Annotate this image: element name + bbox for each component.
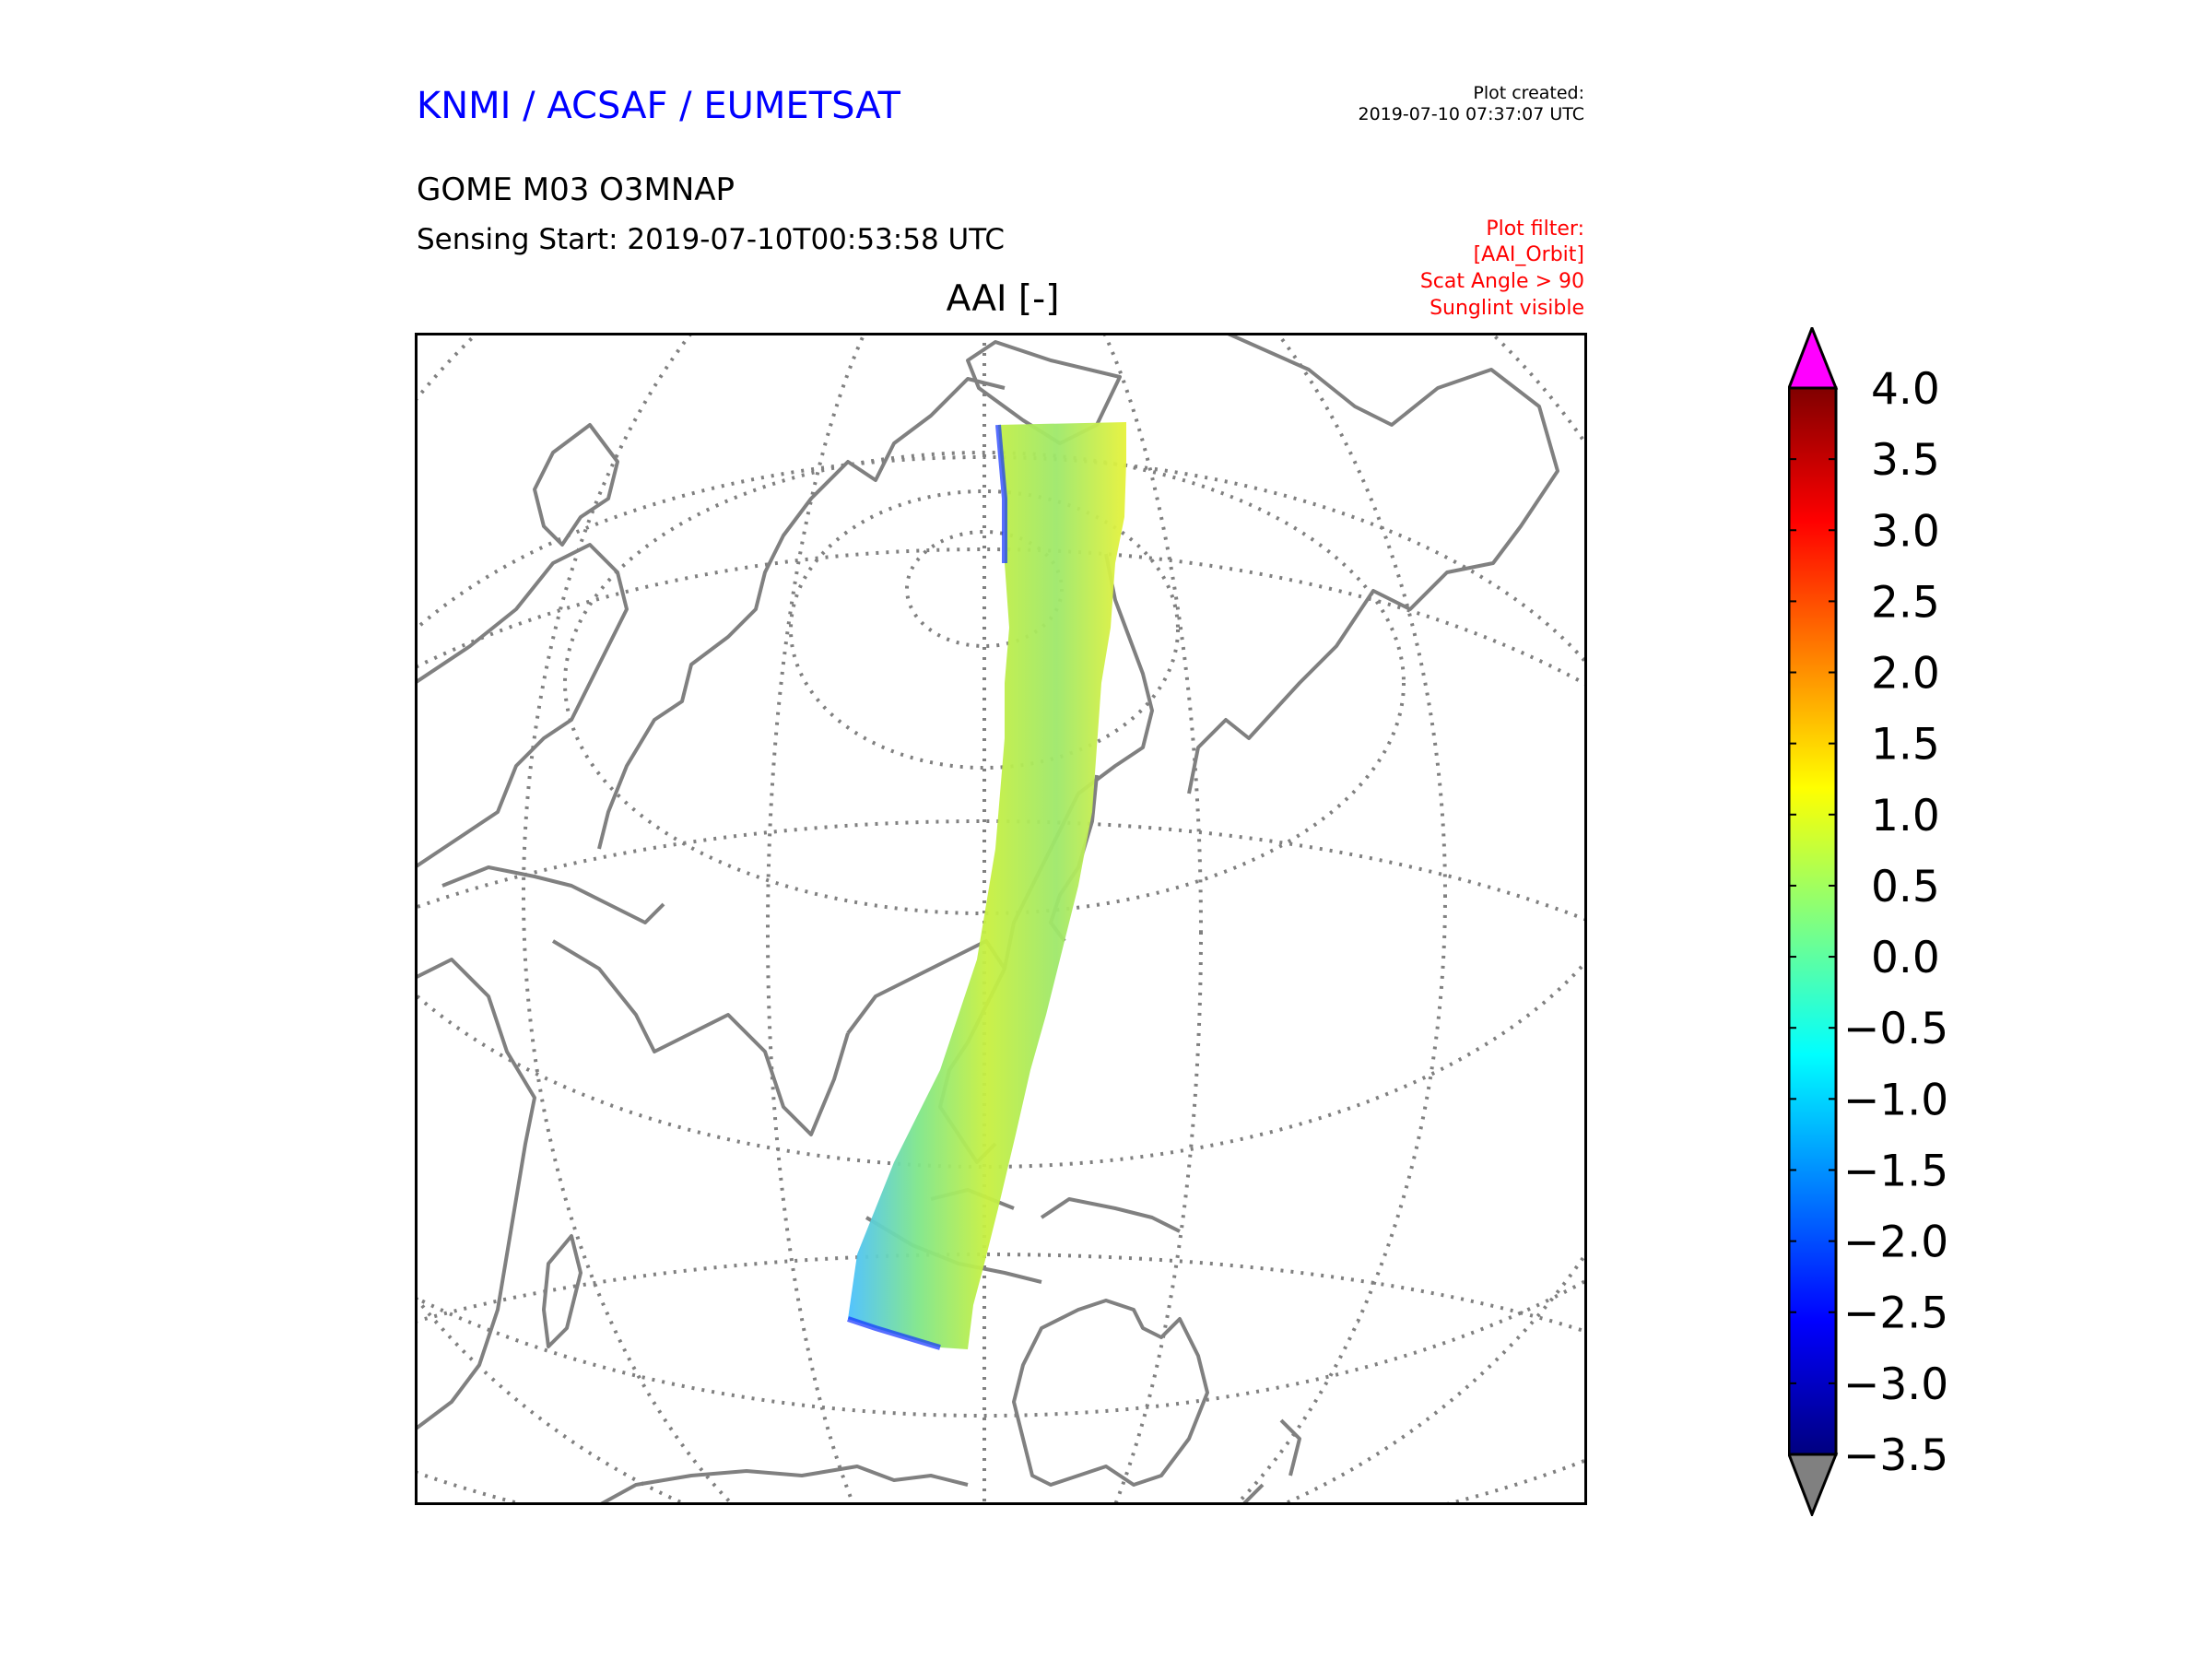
colorbar-tick-label: 0.5 <box>1871 862 1940 912</box>
colorbar: 4.0 3.5 3.0 2.5 2.0 1.5 1.0 0.5 0.0 −0.5 −1.0 −1.5 −… <box>1788 327 1948 1516</box>
colorbar-tick-label: 1.0 <box>1871 791 1940 841</box>
plot-created-label: Plot created: <box>1473 83 1584 103</box>
colorbar-tick-label: −3.0 <box>1843 1359 1948 1410</box>
colorbar-tick-label: 0.0 <box>1871 933 1940 983</box>
coast-scandinavia <box>533 423 619 547</box>
coast-north-america <box>1187 335 1559 794</box>
plot-filter-sunglint: Sunglint visible <box>1430 297 1584 320</box>
plot-filter-scat-angle: Scat Angle > 90 <box>1419 270 1584 293</box>
coast-arabia-india <box>551 939 850 1136</box>
colorbar-tick-label: 2.0 <box>1871 649 1940 700</box>
map-title: AAI [-] <box>946 278 1060 320</box>
colorbar-gradient <box>1788 386 1838 1456</box>
plot-created-timestamp: 2019-07-10 07:37:07 UTC <box>1358 104 1585 124</box>
coast-new-zealand <box>1242 1418 1301 1503</box>
coast-madagascar <box>542 1234 582 1348</box>
product-title: GOME M03 O3MNAP <box>417 171 735 208</box>
coast-siberia <box>597 377 1006 850</box>
aai-swath <box>848 422 1126 1349</box>
colorbar-over-arrow <box>1788 327 1839 390</box>
sensing-start: Sensing Start: 2019-07-10T00:53:58 UTC <box>417 223 1005 256</box>
colorbar-tick-label: −0.5 <box>1843 1004 1948 1054</box>
colorbar-tick-label: −2.5 <box>1843 1288 1948 1339</box>
coast-africa <box>417 958 536 1430</box>
colorbar-tick-label: −1.0 <box>1843 1075 1948 1125</box>
coast-antarctica <box>598 1465 969 1503</box>
colorbar-tick-label: 3.0 <box>1871 506 1940 557</box>
colorbar-tick-label: −3.5 <box>1843 1430 1948 1481</box>
plot-filter-label: Plot filter: <box>1486 218 1584 241</box>
colorbar-tick-label: −1.5 <box>1843 1146 1948 1196</box>
coast-australia <box>1012 1299 1209 1487</box>
colorbar-under-arrow <box>1788 1453 1839 1516</box>
colorbar-tick-label: −2.0 <box>1843 1218 1948 1268</box>
map-panel <box>415 333 1587 1505</box>
organization-title: KNMI / ACSAF / EUMETSAT <box>417 85 900 127</box>
colorbar-tick-label: 3.5 <box>1871 435 1940 486</box>
colorbar-tick-label: 2.5 <box>1871 577 1940 628</box>
colorbar-tick-label: 4.0 <box>1871 364 1940 415</box>
colorbar-tick-label: 1.5 <box>1871 720 1940 771</box>
plot-filter-orbit: [AAI_Orbit] <box>1473 243 1584 266</box>
coast-mediterranean <box>441 865 665 924</box>
coast-europe <box>417 543 629 869</box>
